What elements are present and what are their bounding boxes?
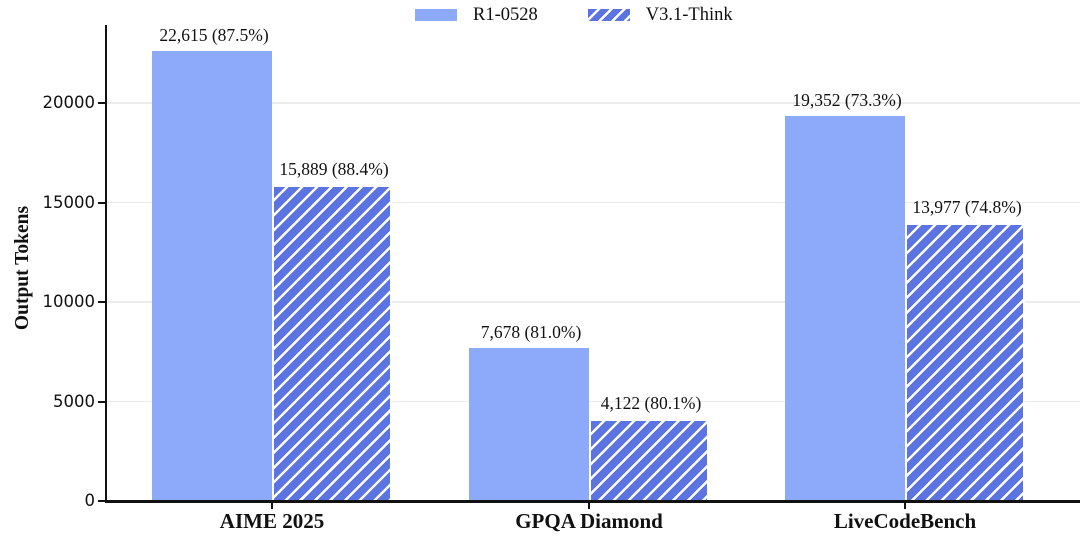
y-axis-spine xyxy=(105,25,107,503)
y-axis-tick-mark xyxy=(98,400,106,403)
legend-item-r1-0528: R1-0528 xyxy=(415,4,538,26)
legend-swatch-v3-1-think xyxy=(587,9,630,21)
legend-label-v3-1-think: V3.1-Think xyxy=(645,5,733,25)
x-axis-tick-mark xyxy=(271,502,273,509)
gridline-15000 xyxy=(107,201,1080,204)
bar-v3-1-think-aime-2025 xyxy=(272,184,392,501)
x-axis-category-label-livecodebench: LiveCodeBench xyxy=(833,509,977,533)
x-axis-category-label-gpqa-diamond: GPQA Diamond xyxy=(515,509,663,533)
y-axis-tick-mark xyxy=(98,102,106,104)
bar-value-label-v3-1-think-livecodebench: 13,977 (74.8%) xyxy=(912,196,1022,217)
legend-item-v3-1-think: V3.1-Think xyxy=(587,4,733,26)
y-axis-tick-label: 0 xyxy=(84,491,96,510)
bar-v3-1-think-livecodebench xyxy=(905,222,1025,501)
legend: R1-0528 V3.1-Think xyxy=(415,4,733,26)
y-axis-tick-label: 5000 xyxy=(53,391,95,411)
legend-swatch-r1-0528 xyxy=(415,9,457,21)
bar-value-label-r1-0528-gpqa-diamond: 7,678 (81.0%) xyxy=(480,322,582,343)
x-axis-tick-mark xyxy=(904,502,906,509)
bar-value-label-r1-0528-aime-2025: 22,615 (87.5%) xyxy=(159,24,269,45)
gridline-10000 xyxy=(107,301,1080,303)
bar-r1-0528-gpqa-diamond xyxy=(469,348,589,501)
y-axis-tick-mark xyxy=(98,500,106,502)
x-axis-tick-mark xyxy=(588,502,590,509)
x-axis-category-label-aime-2025: AIME 2025 xyxy=(219,509,325,533)
bar-value-label-v3-1-think-aime-2025: 15,889 (88.4%) xyxy=(279,158,389,179)
y-axis-tick-label: 10000 xyxy=(42,292,96,311)
gridline-20000 xyxy=(107,102,1080,104)
y-axis-tick-label: 20000 xyxy=(42,93,96,112)
bar-r1-0528-aime-2025 xyxy=(152,50,272,501)
bar-value-label-v3-1-think-gpqa-diamond: 4,122 (80.1%) xyxy=(600,392,702,413)
legend-label-r1-0528: R1-0528 xyxy=(473,5,538,25)
x-axis-spine xyxy=(105,500,1080,503)
bar-r1-0528-livecodebench xyxy=(785,115,905,501)
bar-v3-1-think-gpqa-diamond xyxy=(589,418,709,501)
y-axis-tick-label: 15000 xyxy=(42,192,96,212)
y-axis-tick-mark xyxy=(98,201,106,204)
y-axis-tick-mark xyxy=(98,301,106,303)
bar-value-label-r1-0528-livecodebench: 19,352 (73.3%) xyxy=(792,89,902,110)
gridline-5000 xyxy=(107,400,1080,403)
